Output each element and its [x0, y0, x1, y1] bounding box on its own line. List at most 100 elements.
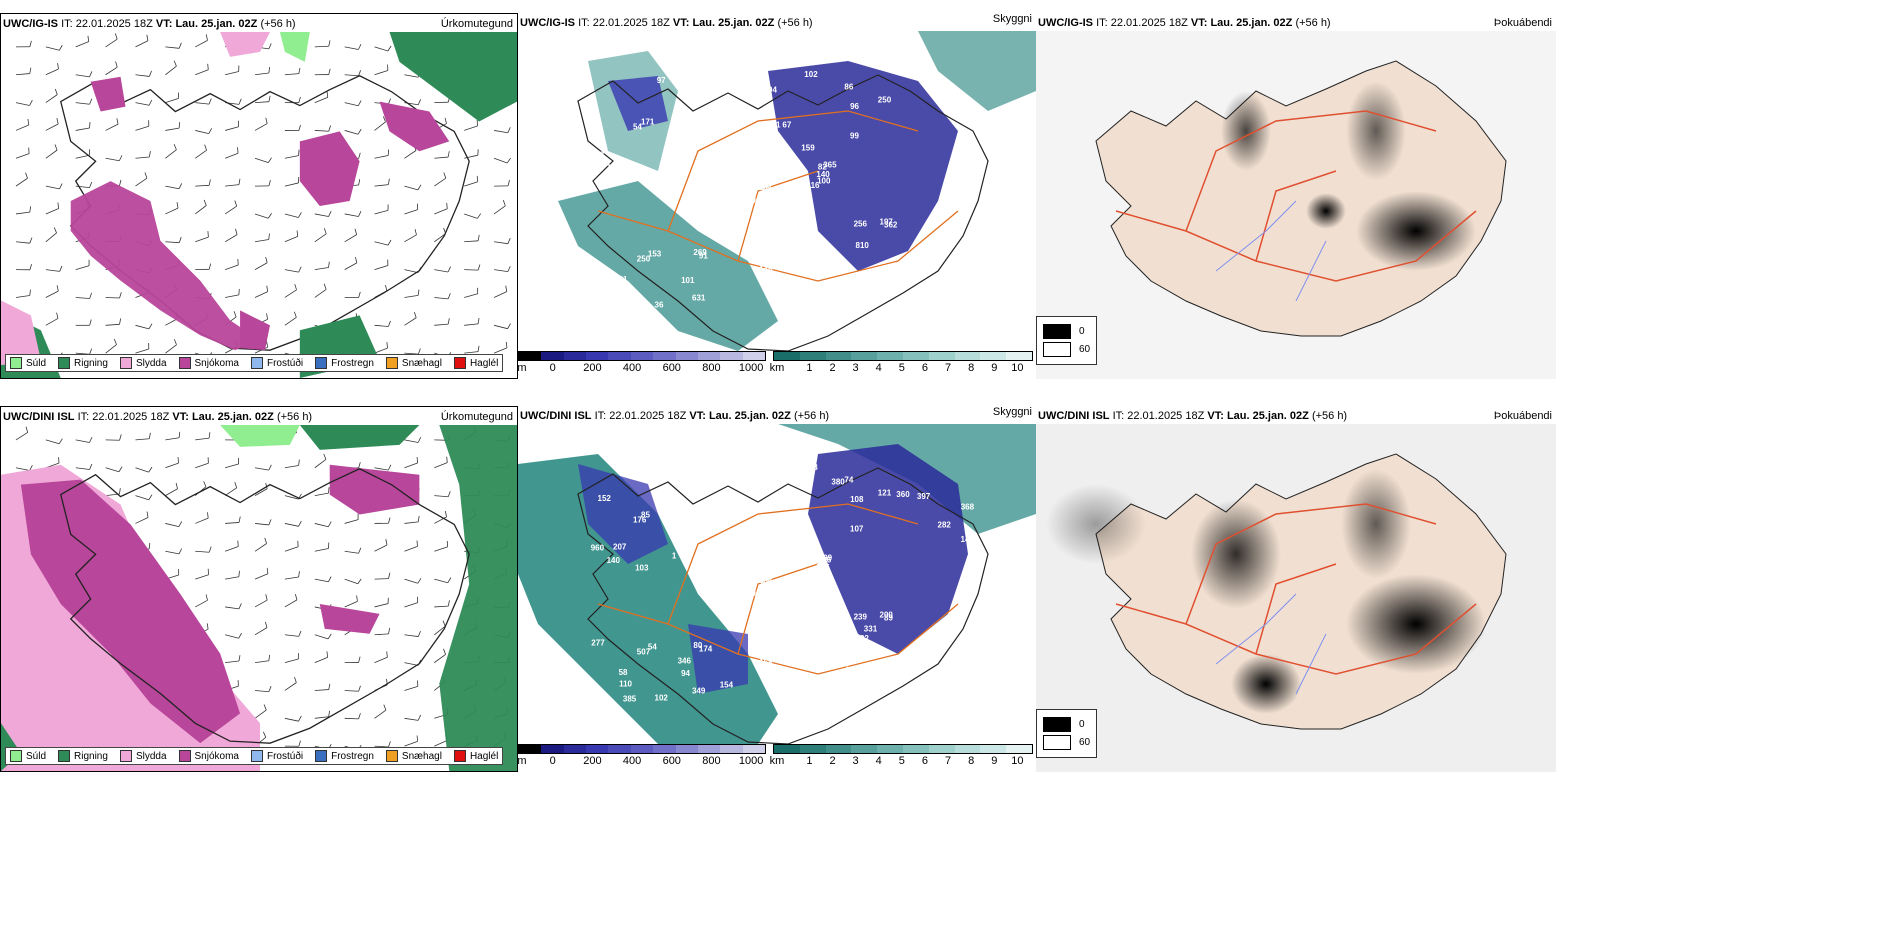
wind-barb [254, 488, 268, 496]
wind-barb [195, 40, 208, 48]
wind-barb-flag [326, 91, 329, 98]
wind-barb-flag [268, 95, 271, 102]
fog-legend-swatch [1043, 735, 1071, 750]
wind-barb [374, 121, 386, 131]
visibility-value-label: 360 [764, 562, 778, 571]
panel-title: Skyggni [992, 406, 1032, 418]
lead-time: (+56 h) [276, 411, 313, 423]
legend-item: Haglél [453, 357, 498, 369]
wind-barb [314, 459, 327, 469]
wind-barb [464, 293, 478, 298]
lead-time: (+56 h) [777, 17, 813, 29]
legend-swatch [10, 357, 22, 369]
visibility-value-label: 1 [672, 552, 677, 561]
wind-barb-flag [208, 432, 211, 439]
wind-barb [225, 294, 239, 298]
wind-barb-flag [358, 685, 361, 692]
legend-item: Snjókoma [178, 750, 239, 762]
wind-barb [434, 740, 448, 747]
visibility-value-label: 349 [692, 687, 706, 696]
visibility-value-label: 90 [623, 302, 632, 311]
wind-barb [75, 127, 90, 131]
visibility-value-label: 469 [620, 462, 634, 471]
wind-barb [225, 634, 239, 639]
colorbar-segment [586, 352, 609, 360]
iceland-outline [577, 74, 989, 351]
visibility-value-label: 74 [844, 475, 853, 484]
snow-area [70, 181, 260, 351]
visibility-value-label: 86 [672, 159, 681, 168]
visibility-value-label: 159 [801, 143, 815, 152]
visibility-value-label: 108 [954, 297, 968, 306]
wind-barb [374, 709, 387, 719]
visibility-value-label: 173 [607, 163, 621, 172]
vt-value: Lau. 25.jan. 02Z [708, 410, 791, 422]
vt-value: Lau. 25.jan. 02Z [191, 411, 274, 423]
visibility-value-label: 309 [764, 634, 778, 643]
wind-barb [404, 294, 419, 298]
wind-barb [344, 74, 359, 77]
wind-barb [195, 517, 209, 524]
wind-barb-flag [29, 40, 32, 47]
wind-barb-flag [238, 632, 242, 639]
visibility-value-label: 362 [884, 221, 898, 230]
visibility-value-label: 154 [720, 680, 734, 689]
wind-barb [15, 432, 28, 441]
visibility-value-label: 103 [635, 564, 649, 573]
teal-visibility-area [778, 424, 1036, 534]
colorbar-tick: 2 [829, 755, 836, 767]
wind-barb [404, 185, 418, 191]
wind-barb-flag [388, 741, 391, 748]
wind-barb-flag [417, 289, 420, 296]
wind-barb [45, 185, 60, 190]
visibility-value-label: 176 [633, 516, 647, 525]
panel-title: Úrkomutegund [440, 18, 513, 30]
wind-barb-flag [175, 482, 178, 489]
visibility-value-label: 80 [693, 641, 702, 650]
wind-barb [254, 123, 268, 131]
visibility-value-label: 99 [850, 131, 859, 140]
wind-barb-flag [417, 184, 422, 191]
wind-barb [374, 324, 389, 327]
drizzle-area [279, 32, 310, 62]
visibility-map: 576 54 76 61 82 91 86 67 96 116 97 108 100 65 90 99 36 14… [518, 31, 1036, 351]
wind-barb [135, 438, 150, 441]
wind-barb-flag [323, 228, 327, 234]
fog-legend-row: 60 [1043, 342, 1090, 357]
wind-barb [284, 599, 298, 608]
wind-barb [15, 177, 28, 187]
legend-item: Frostúði [250, 750, 303, 762]
visibility-value-label: 256 [854, 219, 868, 228]
legend-swatch [315, 357, 328, 369]
fog-dark-area [1356, 191, 1476, 271]
visibility-value-label: 810 [856, 241, 870, 250]
colorbar-tick: 0 [549, 755, 556, 767]
fog-legend-swatch [1043, 717, 1071, 732]
wind-barb [493, 324, 508, 330]
wind-barb [374, 347, 388, 354]
colorbar-segment [608, 352, 631, 360]
legend-item: Slydda [119, 750, 167, 762]
colorbar-tick: 3 [852, 755, 859, 767]
visibility-value-label: 82 [818, 163, 827, 172]
wind-barb [45, 232, 57, 243]
visibility-panel-top: UWC/IG-IS IT: 22.01.2025 18Z VT: Lau. 25… [518, 13, 1036, 379]
visibility-value-label: 416 [950, 664, 964, 673]
colorbar-segment [742, 745, 765, 753]
wind-barb-flag [57, 202, 60, 209]
wind-barb-flag [57, 63, 59, 70]
wind-barb-flag [238, 603, 242, 609]
wind-barb [374, 70, 388, 76]
wind-barb [314, 130, 329, 132]
colorbar-segment [877, 745, 903, 753]
visibility-value-label: 85 [641, 511, 650, 520]
wind-barb-flag [355, 257, 358, 263]
wind-barb-flag [114, 33, 118, 40]
it-value: 22.01.2025 18Z [592, 17, 670, 29]
wind-barb-flag [386, 651, 388, 658]
wind-barb-flag [234, 482, 238, 488]
colorbar-tick: 7 [945, 362, 952, 374]
wind-barb-flag [178, 431, 181, 438]
wind-barb-flag [417, 630, 421, 637]
wind-barb-flag [328, 710, 331, 717]
